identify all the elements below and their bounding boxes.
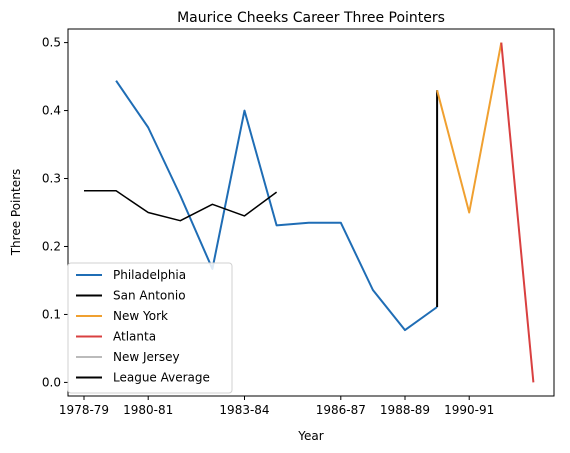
y-tick-label: 0.1 bbox=[42, 307, 61, 321]
x-tick-label: 1980-81 bbox=[123, 403, 173, 417]
series-line-league-average bbox=[84, 190, 278, 222]
y-tick-label: 0.5 bbox=[42, 36, 61, 50]
x-tick-label: 1978-79 bbox=[59, 403, 109, 417]
series-line-atlanta bbox=[500, 42, 535, 383]
legend-entry: New Jersey bbox=[76, 350, 180, 364]
y-tick-label: 0.0 bbox=[42, 375, 61, 389]
plot-marks bbox=[84, 42, 535, 383]
legend-label: League Average bbox=[113, 371, 210, 385]
legend-entry: San Antonio bbox=[76, 289, 186, 303]
legend-label: New York bbox=[113, 309, 168, 323]
x-axis-label: Year bbox=[297, 429, 323, 443]
legend-label: New Jersey bbox=[113, 350, 180, 364]
x-tick-label: 1990-91 bbox=[444, 403, 494, 417]
x-tick-label: 1988-89 bbox=[380, 403, 430, 417]
y-tick-label: 0.3 bbox=[42, 172, 61, 186]
x-axis-ticks: 1978-79 1980-81 1983-84 1986-87 1988-89 1990-… bbox=[59, 396, 494, 417]
plot-frame bbox=[67, 28, 555, 397]
y-axis-ticks: 0.0 0.1 0.2 0.3 0.4 0.5 bbox=[42, 36, 68, 389]
legend-box bbox=[67, 262, 233, 394]
legend: Philadelphia San Antonio New York Atlanta Ne… bbox=[67, 262, 233, 394]
legend-label: Atlanta bbox=[113, 330, 156, 344]
y-axis-label: Three Pointers bbox=[9, 169, 23, 257]
legend-entry: Philadelphia bbox=[76, 268, 186, 282]
legend-label: Philadelphia bbox=[113, 268, 186, 282]
y-tick-label: 0.2 bbox=[42, 239, 61, 253]
y-tick-label: 0.4 bbox=[42, 104, 61, 118]
legend-entry: New York bbox=[76, 309, 168, 323]
x-tick-label: 1986-87 bbox=[316, 403, 366, 417]
series-line-new-york bbox=[436, 42, 503, 214]
legend-entry: Atlanta bbox=[76, 330, 156, 344]
x-tick-label: 1983-84 bbox=[219, 403, 269, 417]
legend-label: San Antonio bbox=[113, 289, 186, 303]
legend-entry: League Average bbox=[76, 371, 210, 385]
series-line-philadelphia bbox=[115, 80, 438, 332]
chart-title: Maurice Cheeks Career Three Pointers bbox=[177, 10, 445, 26]
